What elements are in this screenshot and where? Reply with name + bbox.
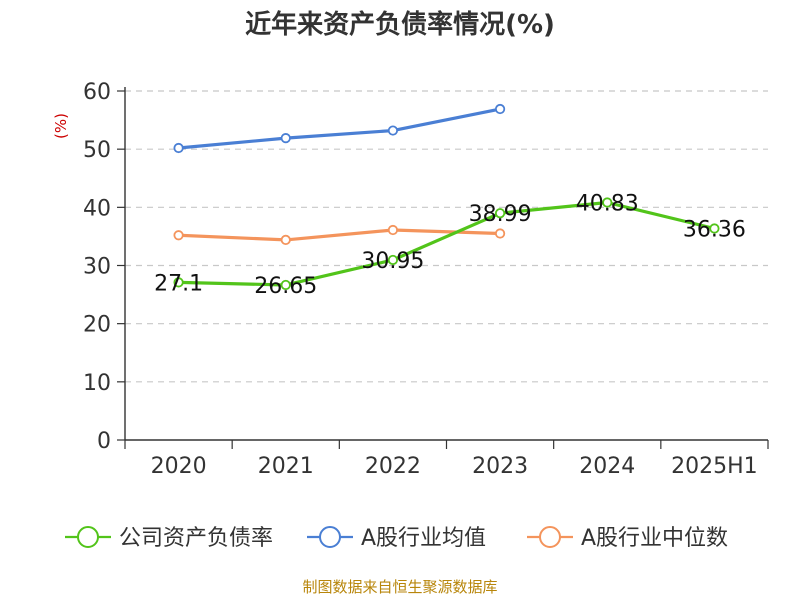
x-tick-label: 2024: [579, 454, 635, 479]
y-axis-unit-label: (%): [52, 113, 70, 139]
data-point: [387, 224, 399, 236]
series-line: [178, 107, 501, 150]
data-point: [387, 254, 399, 266]
data-point: [494, 103, 506, 115]
y-tick-label: 10: [83, 371, 111, 396]
legend: 公司资产负债率 A股行业均值 A股行业中位数: [65, 526, 728, 551]
data-point: [173, 142, 184, 154]
series-layer: [173, 103, 720, 291]
legend-marker-icon: [539, 526, 561, 548]
data-label: 38.99: [469, 202, 532, 227]
y-tick-label: 60: [83, 80, 111, 105]
legend-marker-icon: [319, 526, 341, 548]
data-point: [173, 230, 184, 241]
data-point: [280, 279, 291, 291]
legend-marker-icon: [77, 526, 99, 548]
series-line: [178, 200, 715, 287]
legend-label: 公司资产负债率: [119, 526, 273, 551]
data-point: [494, 228, 506, 239]
legend-label: A股行业均值: [361, 526, 486, 551]
series-1: [173, 197, 720, 291]
data-labels: 27.1 26.65 30.95 38.99 40.83 36.36: [154, 192, 746, 299]
series-line: [178, 228, 501, 242]
chart-title: 近年来资产负债率情况(%): [245, 9, 555, 40]
data-label: 26.65: [254, 274, 317, 299]
data-point: [709, 223, 720, 234]
y-tick-label: 40: [83, 196, 111, 221]
legend-item-1[interactable]: 公司资产负债率: [65, 526, 273, 551]
x-tick-label: 2025H1: [671, 454, 758, 479]
y-tick-label: 0: [97, 429, 111, 454]
data-point: [280, 133, 291, 144]
x-tick-label: 2022: [365, 454, 421, 479]
data-point: [173, 277, 184, 288]
x-tick-label: 2020: [151, 454, 207, 479]
series-3: [173, 224, 506, 246]
data-label: 36.36: [683, 218, 746, 243]
x-tick-label: 2023: [472, 454, 528, 479]
data-point: [494, 208, 506, 219]
x-tick-label: 2021: [258, 454, 314, 479]
data-point: [602, 197, 613, 208]
legend-label: A股行业中位数: [581, 526, 728, 551]
legend-item-3[interactable]: A股行业中位数: [527, 526, 728, 551]
y-tick-label: 50: [83, 138, 111, 163]
data-label: 30.95: [361, 249, 424, 274]
y-tick-label: 20: [83, 313, 111, 338]
data-point: [387, 125, 399, 136]
axes: 0 10 20 30 40 50 60 2020 2021 2022 2023 2024 2025H1: [83, 80, 769, 479]
source-note: 制图数据来自恒生聚源数据库: [302, 578, 497, 596]
data-point: [280, 234, 291, 246]
gridlines: [125, 90, 768, 383]
legend-item-2[interactable]: A股行业均值: [307, 526, 486, 551]
data-label: 27.1: [154, 271, 203, 296]
y-tick-label: 30: [83, 255, 111, 280]
series-2: [173, 103, 506, 154]
data-label: 40.83: [576, 192, 639, 217]
